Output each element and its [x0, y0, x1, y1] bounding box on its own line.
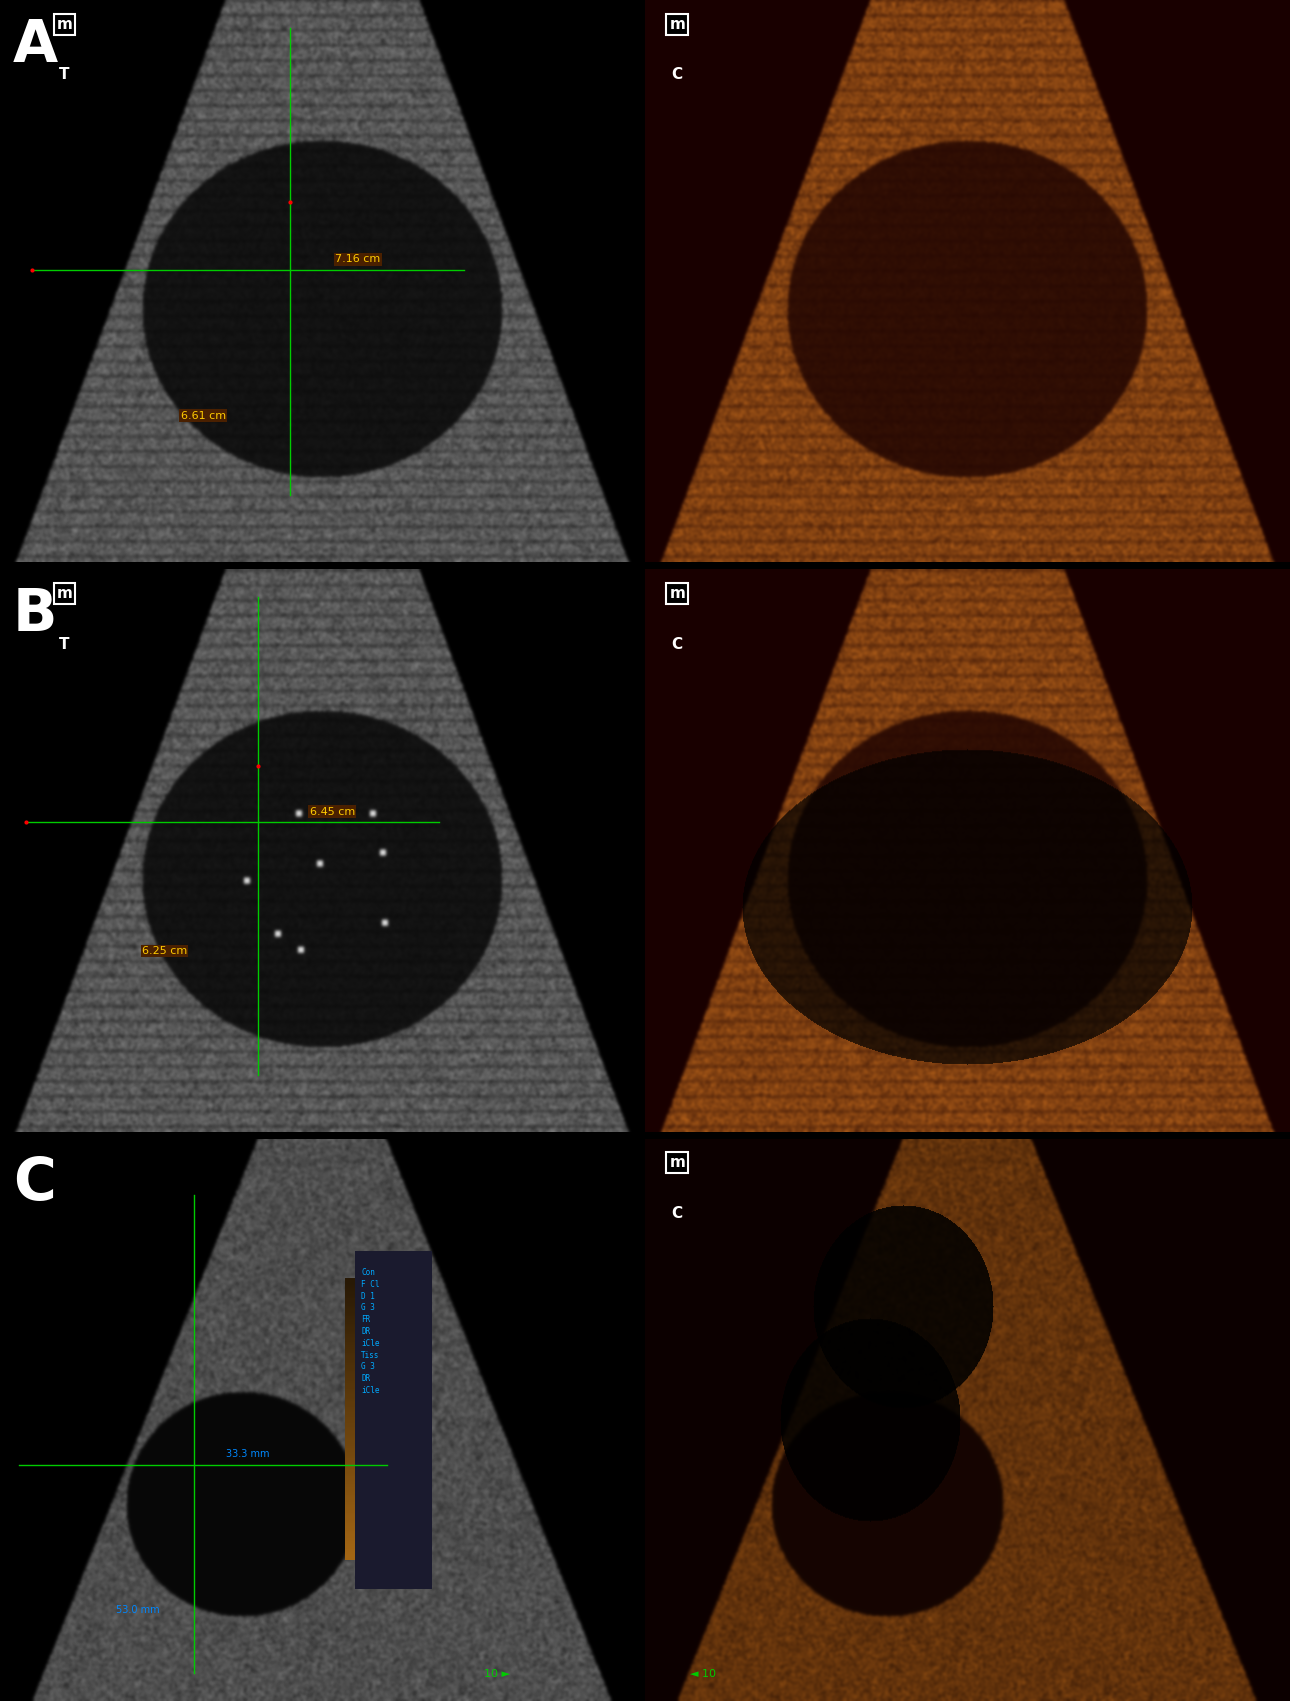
- Text: C: C: [672, 636, 682, 651]
- Text: T: T: [59, 636, 70, 651]
- Text: ◄ 10: ◄ 10: [690, 1669, 716, 1679]
- Text: C: C: [13, 1155, 55, 1213]
- Text: 6.61 cm: 6.61 cm: [181, 410, 226, 420]
- Text: m: m: [670, 17, 685, 32]
- Text: A: A: [13, 17, 58, 73]
- Text: T: T: [59, 68, 70, 82]
- Text: 6.45 cm: 6.45 cm: [310, 806, 355, 816]
- Text: m: m: [57, 587, 72, 600]
- Text: C: C: [672, 1206, 682, 1221]
- Text: m: m: [670, 1155, 685, 1170]
- Text: m: m: [670, 587, 685, 600]
- Text: 10 ►: 10 ►: [484, 1669, 510, 1679]
- Text: B: B: [13, 587, 57, 643]
- Text: 7.16 cm: 7.16 cm: [335, 255, 381, 264]
- Text: C: C: [672, 68, 682, 82]
- Text: 33.3 mm: 33.3 mm: [226, 1449, 270, 1459]
- Text: m: m: [57, 17, 72, 32]
- Text: Con
F Cl
D 1
G 3
FR
DR
iCle
Tiss
G 3
DR
iCle: Con F Cl D 1 G 3 FR DR iCle Tiss G 3 DR …: [361, 1267, 379, 1395]
- FancyBboxPatch shape: [355, 1250, 432, 1589]
- Text: 6.25 cm: 6.25 cm: [142, 946, 187, 956]
- Text: 53.0 mm: 53.0 mm: [116, 1606, 160, 1616]
